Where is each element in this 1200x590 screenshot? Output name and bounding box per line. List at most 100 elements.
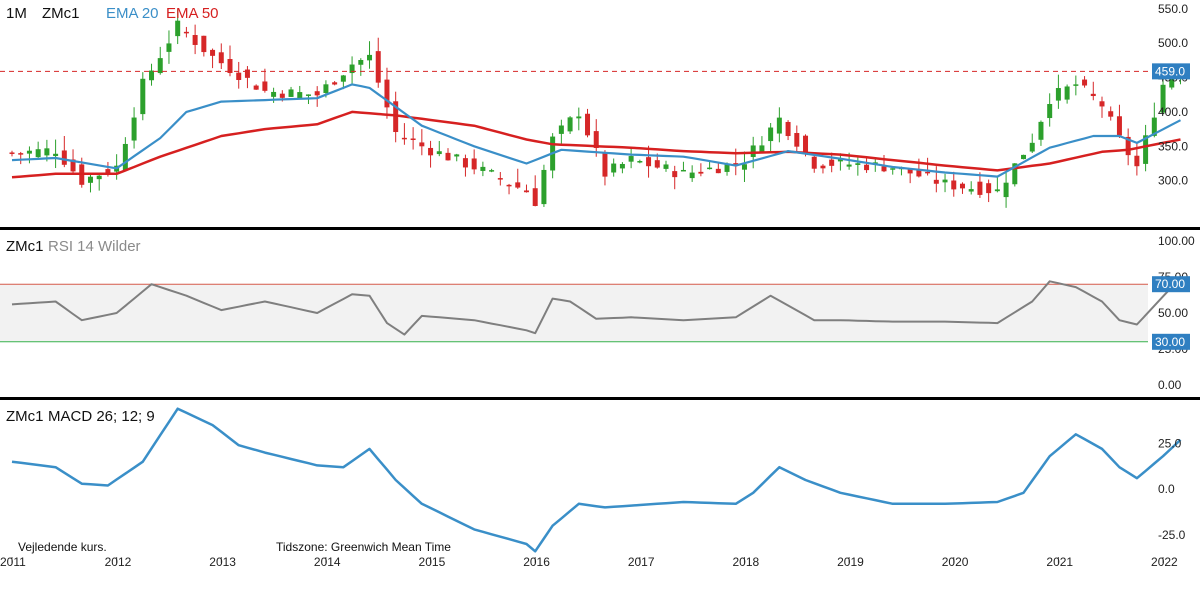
- candle-body[interactable]: [314, 91, 320, 96]
- candle-body[interactable]: [680, 169, 686, 172]
- candle-body[interactable]: [619, 163, 625, 169]
- candle-body[interactable]: [489, 170, 495, 172]
- candle-body[interactable]: [210, 49, 216, 56]
- candle-body[interactable]: [244, 69, 250, 78]
- candle-body[interactable]: [436, 151, 442, 155]
- candle-body[interactable]: [515, 182, 521, 188]
- candle-body[interactable]: [367, 54, 373, 61]
- candle-body[interactable]: [986, 183, 992, 194]
- candle-body[interactable]: [541, 169, 547, 205]
- candle-body[interactable]: [968, 189, 974, 192]
- candle-body[interactable]: [1160, 84, 1166, 113]
- candle-body[interactable]: [994, 189, 1000, 192]
- candle-body[interactable]: [1082, 79, 1088, 86]
- candle-body[interactable]: [122, 143, 128, 171]
- candle-body[interactable]: [419, 142, 425, 147]
- candle-body[interactable]: [183, 31, 189, 34]
- candle-body[interactable]: [1125, 136, 1131, 156]
- candle-body[interactable]: [1047, 104, 1053, 119]
- candle-body[interactable]: [829, 159, 835, 166]
- candle-body[interactable]: [768, 127, 774, 142]
- candle-body[interactable]: [26, 150, 32, 154]
- candle-body[interactable]: [916, 170, 922, 177]
- candle-body[interactable]: [157, 58, 163, 74]
- candle-body[interactable]: [253, 85, 259, 90]
- candle-body[interactable]: [375, 51, 381, 83]
- candle-body[interactable]: [428, 147, 434, 156]
- candle-body[interactable]: [759, 145, 765, 153]
- candle-body[interactable]: [654, 160, 660, 168]
- candle-body[interactable]: [1116, 116, 1122, 136]
- candle-body[interactable]: [977, 181, 983, 195]
- candle-body[interactable]: [140, 78, 146, 115]
- candle-body[interactable]: [462, 158, 468, 168]
- candle-body[interactable]: [785, 121, 791, 137]
- candle-body[interactable]: [358, 60, 364, 65]
- candle-body[interactable]: [593, 131, 599, 149]
- candle-body[interactable]: [332, 82, 338, 85]
- ema50-line[interactable]: [11, 110, 1181, 179]
- candle-body[interactable]: [602, 152, 608, 177]
- candle-body[interactable]: [803, 135, 809, 153]
- candle-body[interactable]: [262, 81, 268, 91]
- candle-body[interactable]: [271, 91, 277, 97]
- candle-body[interactable]: [340, 75, 346, 82]
- candle-body[interactable]: [480, 166, 486, 171]
- candle-body[interactable]: [1055, 88, 1061, 101]
- candle-body[interactable]: [349, 64, 355, 74]
- candle-body[interactable]: [279, 93, 285, 98]
- candle-body[interactable]: [1012, 163, 1018, 185]
- candle-body[interactable]: [1003, 182, 1009, 198]
- candle-body[interactable]: [401, 137, 407, 140]
- candle-body[interactable]: [855, 163, 861, 165]
- candle-body[interactable]: [611, 163, 617, 173]
- rsi-pane[interactable]: [0, 280, 1181, 343]
- candle-body[interactable]: [471, 158, 477, 170]
- candle-body[interactable]: [881, 166, 887, 172]
- candle-body[interactable]: [227, 59, 233, 74]
- candle-body[interactable]: [1151, 117, 1157, 136]
- candle-body[interactable]: [820, 165, 826, 169]
- candle-body[interactable]: [1108, 111, 1114, 117]
- candle-body[interactable]: [1143, 135, 1149, 164]
- candle-body[interactable]: [1073, 84, 1079, 86]
- candle-body[interactable]: [689, 172, 695, 179]
- candle-body[interactable]: [323, 84, 329, 94]
- candle-body[interactable]: [646, 157, 652, 167]
- candle-body[interactable]: [1134, 155, 1140, 167]
- candle-body[interactable]: [18, 153, 24, 155]
- candle-body[interactable]: [864, 164, 870, 171]
- candle-body[interactable]: [846, 164, 852, 167]
- candle-body[interactable]: [532, 188, 538, 206]
- candle-body[interactable]: [733, 163, 739, 165]
- candle-body[interactable]: [558, 125, 564, 134]
- candle-body[interactable]: [70, 159, 76, 172]
- candle-body[interactable]: [576, 116, 582, 119]
- candle-body[interactable]: [663, 164, 669, 169]
- candle-body[interactable]: [942, 179, 948, 183]
- candle-body[interactable]: [890, 168, 896, 170]
- candle-body[interactable]: [1169, 75, 1175, 88]
- candle-body[interactable]: [1029, 142, 1035, 152]
- candle-body[interactable]: [1099, 101, 1105, 107]
- candle-body[interactable]: [907, 169, 913, 174]
- candle-body[interactable]: [445, 152, 451, 161]
- candle-body[interactable]: [192, 35, 198, 45]
- price-pane[interactable]: [0, 9, 1183, 208]
- candle-body[interactable]: [236, 72, 242, 80]
- candle-body[interactable]: [715, 168, 721, 174]
- candle-body[interactable]: [811, 156, 817, 169]
- candle-body[interactable]: [506, 184, 512, 187]
- candle-body[interactable]: [741, 164, 747, 170]
- candle-body[interactable]: [384, 79, 390, 108]
- candle-body[interactable]: [750, 145, 756, 157]
- candle-body[interactable]: [166, 43, 172, 52]
- rsi-line[interactable]: [11, 280, 1181, 336]
- candle-body[interactable]: [87, 176, 93, 183]
- candle-body[interactable]: [724, 163, 730, 172]
- candle-body[interactable]: [1090, 93, 1096, 97]
- candle-body[interactable]: [497, 178, 503, 180]
- candle-body[interactable]: [1021, 154, 1027, 160]
- macd-line[interactable]: [11, 407, 1182, 553]
